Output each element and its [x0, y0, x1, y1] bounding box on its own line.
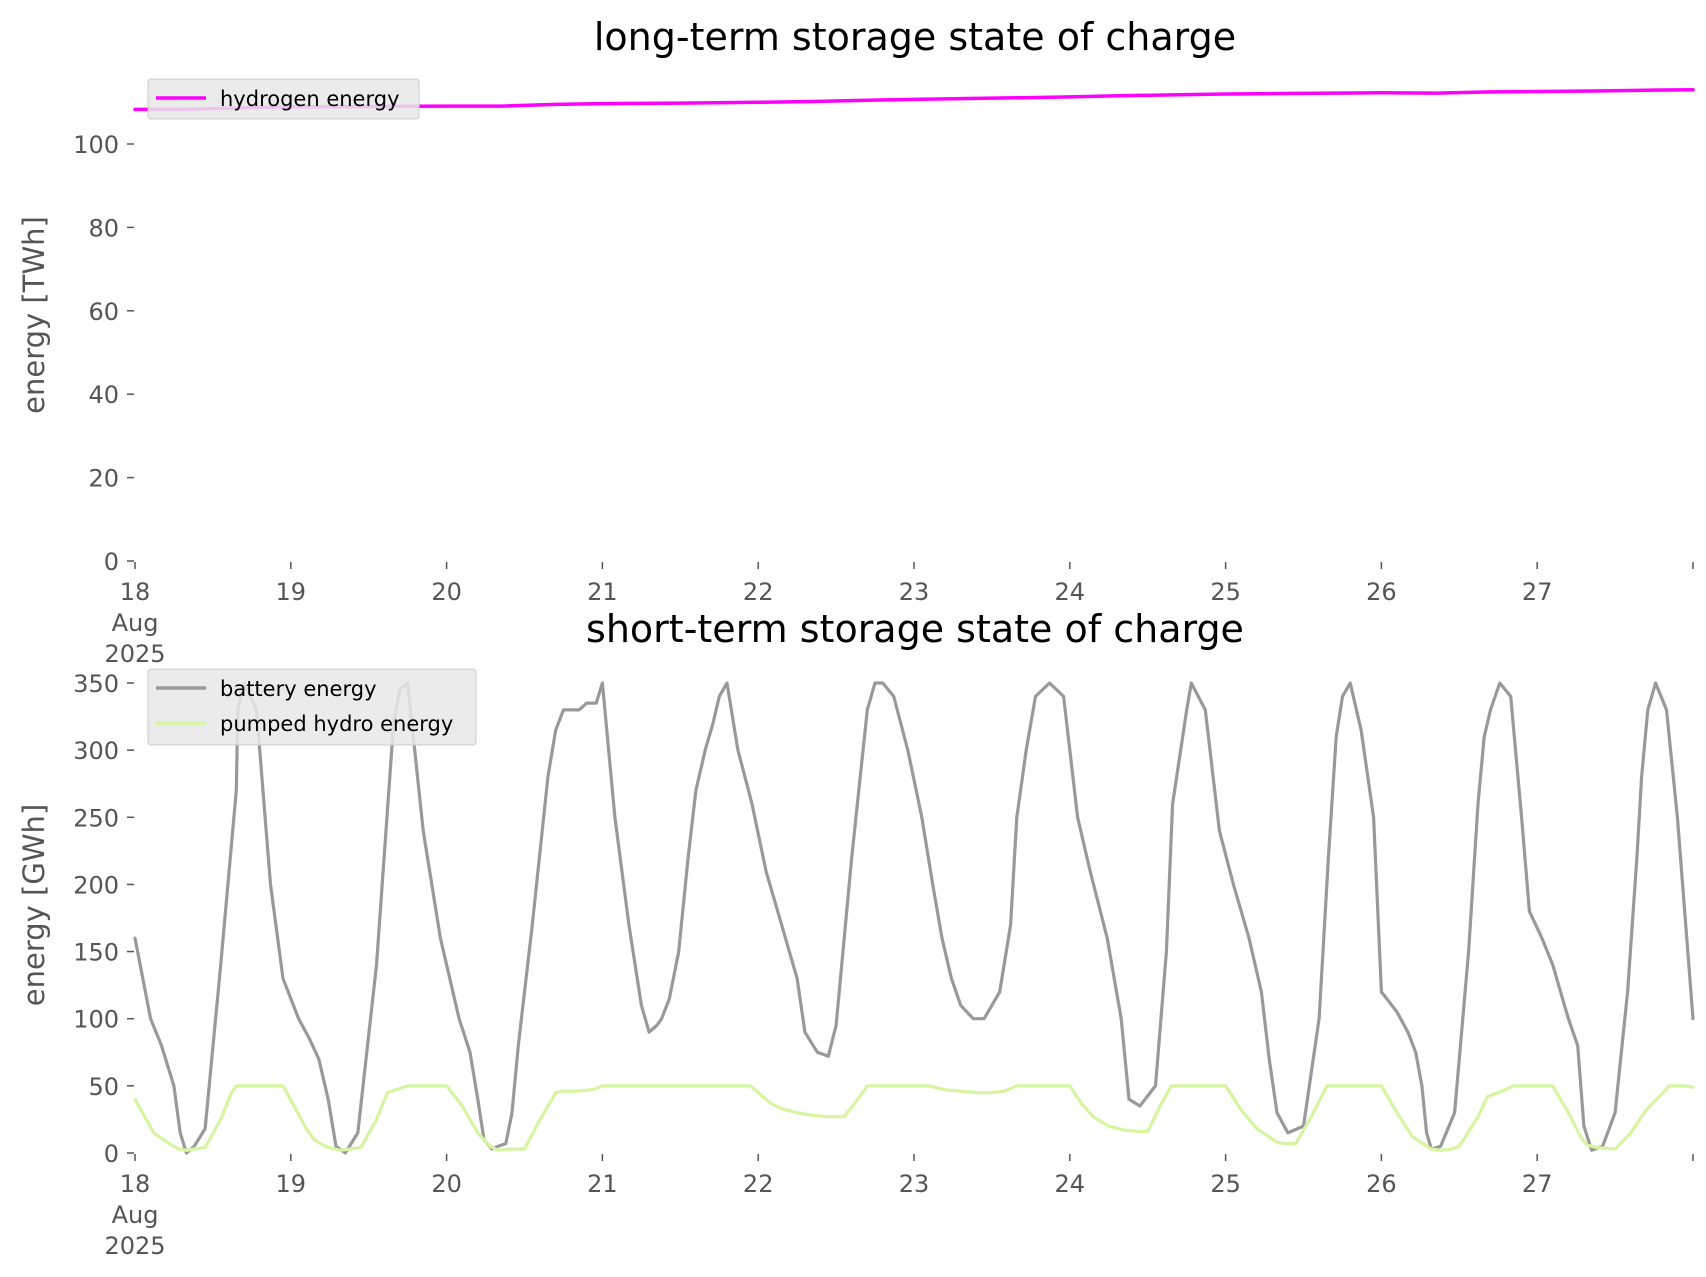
short-term-series-lines: [133, 681, 1695, 1155]
x-tick-label: 25: [1210, 578, 1241, 606]
y-tick-label: 350: [73, 670, 119, 698]
short-term-chart: short-term storage state of charge energ…: [17, 607, 1695, 1260]
x-tick-label: 26: [1366, 1170, 1397, 1198]
x-tick-label: 21: [587, 578, 618, 606]
long-term-x-ticks: 18 Aug 2025 19 20 21 22 23 24 25 26 27: [104, 562, 1694, 668]
series-line-battery-energy: [133, 681, 1695, 1155]
y-tick-label: 80: [88, 214, 119, 242]
x-tick-label: 23: [899, 578, 930, 606]
y-tick-label: 60: [88, 298, 119, 326]
y-tick-label: 100: [73, 131, 119, 159]
long-term-legend-box: [147, 78, 420, 120]
y-tick-label: 300: [73, 737, 119, 765]
x-tick-label: 22: [743, 578, 774, 606]
long-term-series-lines: [133, 88, 1695, 112]
x-tick-label: 22: [743, 1170, 774, 1198]
x-tick-label: 25: [1210, 1170, 1241, 1198]
y-tick-label: 0: [104, 548, 119, 576]
series-line-pumped-hydro-energy: [133, 1084, 1695, 1152]
x-tick-label: 24: [1055, 578, 1086, 606]
x-tick-label: 20: [431, 1170, 462, 1198]
y-tick-label: 20: [88, 465, 119, 493]
legend-label-hydrogen: hydrogen energy: [220, 87, 400, 111]
y-tick-label: 250: [73, 804, 119, 832]
long-term-chart: long-term storage state of charge energy…: [17, 15, 1695, 668]
x-tick-label: 26: [1366, 578, 1397, 606]
x-tick-label: 27: [1522, 1170, 1553, 1198]
x-tick-label: 21: [587, 1170, 618, 1198]
short-term-y-ticks: 0 50 100 150 200 250 300 350: [73, 670, 134, 1168]
legend-label-battery: battery energy: [220, 677, 377, 701]
long-term-y-ticks: 0 20 40 60 80 100: [73, 131, 134, 576]
y-tick-label: 200: [73, 871, 119, 899]
y-tick-label: 40: [88, 381, 119, 409]
short-term-legend: battery energy pumped hydro energy: [147, 668, 477, 746]
long-term-chart-title: long-term storage state of charge: [594, 15, 1236, 59]
short-term-y-axis-label: energy [GWh]: [17, 804, 51, 1006]
x-tick-label: 18 Aug 2025: [104, 578, 165, 668]
x-tick-label: 18 Aug 2025: [104, 1170, 165, 1260]
y-tick-label: 50: [88, 1073, 119, 1101]
y-tick-label: 150: [73, 939, 119, 967]
short-term-chart-title: short-term storage state of charge: [586, 607, 1244, 651]
x-tick-label: 24: [1055, 1170, 1086, 1198]
y-tick-label: 0: [104, 1140, 119, 1168]
x-tick-label: 19: [276, 1170, 307, 1198]
short-term-x-ticks: 18 Aug 2025 19 20 21 22 23 24 25 26 27: [104, 1154, 1694, 1260]
long-term-y-axis-label: energy [TWh]: [17, 216, 51, 414]
x-tick-label: 20: [431, 578, 462, 606]
x-tick-label: 23: [899, 1170, 930, 1198]
x-tick-label: 19: [276, 578, 307, 606]
long-term-legend: hydrogen energy: [147, 78, 420, 120]
legend-label-pumped-hydro: pumped hydro energy: [220, 712, 453, 736]
series-line-hydrogen-energy: [133, 88, 1695, 112]
short-term-legend-box: [147, 668, 477, 746]
y-tick-label: 100: [73, 1006, 119, 1034]
x-tick-label: 27: [1522, 578, 1553, 606]
